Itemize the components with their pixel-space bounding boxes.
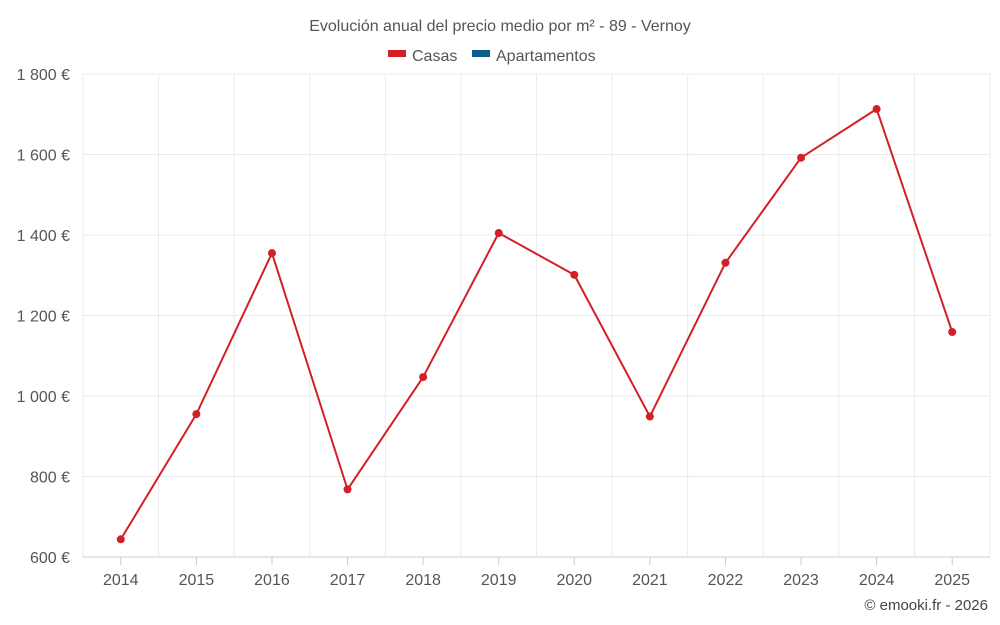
- x-tick-label: 2017: [330, 572, 366, 589]
- credit-text[interactable]: © emooki.fr - 2026: [864, 597, 988, 614]
- y-tick-label: 800 €: [30, 470, 70, 487]
- series-casas: [116, 105, 957, 544]
- series-line-casas: [119, 108, 954, 540]
- y-tick-label: 1 200 €: [17, 309, 70, 326]
- y-tick-label: 1 800 €: [17, 67, 70, 84]
- data-point-2016[interactable]: [267, 249, 276, 258]
- x-tick-label: 2014: [103, 572, 139, 589]
- x-tick-label: 2016: [254, 572, 290, 589]
- x-tick-label: 2015: [179, 572, 215, 589]
- data-point-2021[interactable]: [645, 412, 654, 421]
- x-axis-ticks: 2014 2015 2016 2017 2018 2019 2020 2021 2022 2023…: [103, 557, 970, 589]
- data-point-2017[interactable]: [343, 485, 352, 494]
- x-tick-label: 2018: [405, 572, 441, 589]
- gridlines: [82, 73, 991, 557]
- y-tick-label: 1 000 €: [17, 389, 70, 406]
- legend-swatch-casas[interactable]: [388, 50, 406, 57]
- data-point-2014[interactable]: [116, 535, 125, 544]
- data-point-2023[interactable]: [797, 153, 806, 162]
- y-axis-ticks: 600 € 800 € 1 000 € 1 200 € 1 400 € 1 600 € 1 …: [17, 67, 70, 567]
- chart-title: Evolución anual del precio medio por m² …: [309, 18, 691, 35]
- legend-label-apartamentos[interactable]: Apartamentos: [496, 48, 596, 65]
- x-tick-label: 2022: [708, 572, 744, 589]
- legend-label-casas[interactable]: Casas: [412, 48, 457, 65]
- data-point-2019[interactable]: [494, 228, 503, 237]
- data-point-2018[interactable]: [419, 373, 428, 382]
- data-point-2024[interactable]: [872, 105, 881, 114]
- data-point-2020[interactable]: [570, 270, 579, 279]
- legend-swatch-apartamentos[interactable]: [472, 50, 490, 57]
- y-tick-label: 1 600 €: [17, 148, 70, 165]
- y-tick-label: 1 400 €: [17, 228, 70, 245]
- x-tick-label: 2024: [859, 572, 895, 589]
- x-tick-label: 2019: [481, 572, 517, 589]
- x-tick-label: 2020: [556, 572, 592, 589]
- y-tick-label: 600 €: [30, 550, 70, 567]
- data-point-2022[interactable]: [721, 258, 730, 267]
- x-tick-label: 2025: [934, 572, 970, 589]
- legend: Casas Apartamentos: [388, 48, 596, 65]
- data-point-2015[interactable]: [192, 410, 201, 419]
- data-point-2025[interactable]: [948, 328, 957, 337]
- x-tick-label: 2023: [783, 572, 819, 589]
- x-tick-label: 2021: [632, 572, 668, 589]
